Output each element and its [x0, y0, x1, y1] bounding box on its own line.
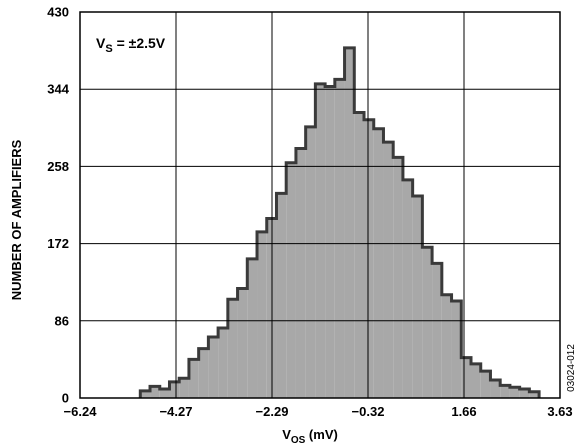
histogram-bar [500, 385, 510, 398]
x-tick-label: 3.63 [547, 404, 572, 419]
histogram-bar [286, 162, 296, 398]
histogram-bar [198, 348, 209, 398]
histogram-outline [138, 46, 541, 398]
figure-id: 03024-012 [566, 344, 577, 392]
histogram-bar [471, 363, 481, 398]
histogram-bar [227, 299, 238, 398]
grid-lines [80, 12, 560, 398]
histogram-bar [150, 386, 160, 398]
histogram-bar [334, 79, 345, 398]
y-axis-title: NUMBER OF AMPLIFIERS [9, 139, 24, 300]
histogram-bar [480, 371, 491, 398]
y-tick-label: 0 [62, 391, 69, 406]
histogram-bar [237, 288, 248, 398]
x-tick-label: −6.24 [64, 404, 98, 419]
histogram-bar [325, 86, 335, 399]
histogram-bar [159, 389, 170, 398]
histogram-bar [461, 357, 472, 398]
x-tick-label: −2.29 [256, 404, 289, 419]
histogram-bar [364, 119, 374, 398]
histogram-bar [441, 294, 452, 398]
histogram-bar [169, 381, 180, 398]
y-tick-label: 172 [47, 236, 69, 251]
histogram-bar [295, 148, 306, 398]
y-tick-label: 258 [47, 159, 69, 174]
histogram-bar [519, 389, 530, 398]
histogram-bar [529, 391, 540, 398]
histogram-bar [188, 359, 199, 398]
plot-frame [79, 11, 561, 399]
y-tick-label: 86 [55, 313, 69, 328]
y-tick-label: 430 [47, 5, 69, 20]
histogram-bar [140, 390, 151, 398]
histogram-bar [393, 157, 403, 398]
histogram-bar [383, 142, 394, 398]
supply-voltage-annotation: VS = ±2.5V [96, 35, 166, 55]
histogram-bar [305, 126, 316, 398]
x-tick-label: 1.66 [451, 404, 476, 419]
histogram-bar [412, 196, 423, 398]
x-tick-label: −4.27 [160, 404, 193, 419]
histogram-bar [344, 47, 355, 398]
histogram-bar [218, 327, 228, 398]
x-axis-title: VOS (mV) [282, 427, 338, 446]
x-tick-label: −0.32 [352, 404, 385, 419]
x-tick-labels: −6.24 −4.27 −2.29 −0.32 1.66 3.63 [64, 404, 573, 419]
histogram-bar [354, 112, 365, 398]
histogram-bar [257, 231, 267, 398]
y-tick-labels: 0 86 172 258 344 430 [47, 5, 69, 406]
histogram-bar [315, 83, 326, 398]
histogram-bar [247, 258, 258, 398]
histogram-bar [373, 128, 384, 398]
histogram-bar [451, 301, 462, 398]
histogram-bar [402, 179, 413, 398]
y-tick-label: 344 [47, 82, 69, 97]
histogram-bar [509, 387, 520, 398]
histogram-bar [276, 193, 287, 398]
histogram-bar [432, 263, 442, 398]
histogram-bars [138, 46, 541, 399]
histogram-bar [179, 378, 189, 398]
histogram-bar [208, 336, 219, 398]
histogram-bar [422, 247, 433, 398]
histogram-bar [490, 380, 501, 398]
